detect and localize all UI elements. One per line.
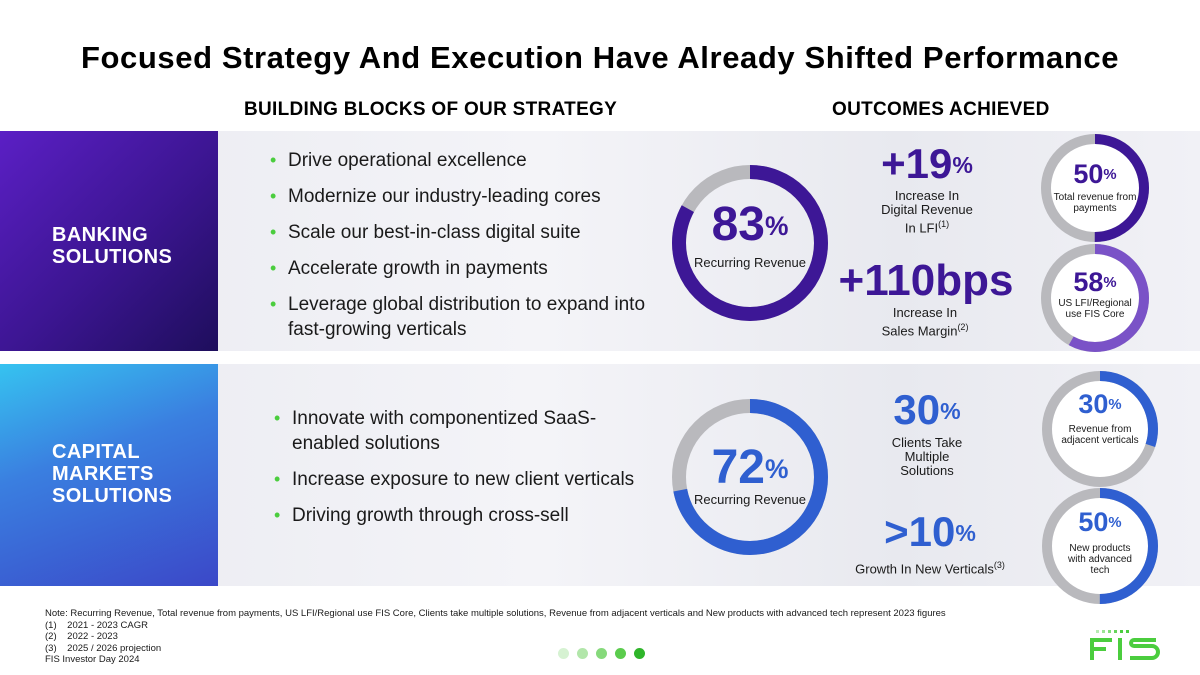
new-verticals-label: Growth In New Verticals(3) [855,560,1005,577]
capital-recurring-donut [672,399,828,555]
banking-side-panel [0,131,218,351]
ring-arc [1042,371,1158,487]
advanced-tech-ring [1042,488,1158,604]
adjacent-verticals-ring-label: Revenue from adjacent verticals [1061,424,1139,446]
list-item: Scale our best-in-class digital suite [268,220,648,245]
capital-markets-side-panel [0,364,218,586]
banking-donut-label: Recurring Revenue [693,255,806,270]
fis-logo-mark [1090,630,1160,660]
payments-revenue-ring [1041,134,1149,242]
capital-donut-value: 72% [711,441,789,494]
progress-dot [615,648,626,659]
note-line: FIS Investor Day 2024 [45,654,140,665]
note-line: Note: Recurring Revenue, Total revenue f… [45,608,946,619]
list-item: Leverage global distribution to expand i… [268,292,648,342]
adjacent-verticals-ring [1042,371,1158,487]
donut-arc [672,399,828,555]
new-verticals-metric: >10% [884,508,976,555]
ring-arc [1041,244,1149,352]
digital-revenue-label: Increase In Digital Revenue In LFI(1) [881,188,973,236]
strategy-column-header: BUILDING BLOCKS OF OUR STRATEGY [244,99,618,120]
progress-dot [577,648,588,659]
payments-ring-label: Total revenue from payments [1053,192,1137,214]
capital-markets-section-label: CAPITAL MARKETS SOLUTIONS [52,441,173,507]
note-line: (2) 2022 - 2023 [45,631,118,642]
multiple-solutions-metric: 30% [893,386,961,433]
note-line: (1) 2021 - 2023 CAGR [45,619,148,631]
capital-donut-label: Recurring Revenue [693,492,806,507]
advanced-tech-ring-value: 50% [1078,507,1122,537]
slide-progress-dots [558,648,658,660]
adjacent-verticals-ring-value: 30% [1078,389,1122,419]
progress-dot [558,648,569,659]
fis-logo [1090,628,1162,664]
note-line: (3) 2025 / 2026 projection [45,642,162,654]
advanced-tech-ring-label: New products with advanced tech [1068,543,1132,576]
ring-arc [1041,134,1149,242]
progress-dot [596,648,607,659]
footnotes: Note: Recurring Revenue, Total revenue f… [45,608,1055,666]
list-item: Driving growth through cross-sell [272,503,662,528]
progress-dot [634,648,645,659]
list-item: Modernize our industry-leading cores [268,184,648,209]
list-item: Increase exposure to new client vertical… [272,467,662,492]
sales-margin-label: Increase In Sales Margin(2) [881,305,969,339]
banking-bullet-list: Drive operational excellence Modernize o… [268,148,648,353]
ring-arc [1042,488,1158,604]
sales-margin-metric: +110bps [838,256,1014,305]
payments-ring-value: 50% [1073,159,1117,189]
list-item: Innovate with componentized SaaS-enabled… [272,406,632,456]
fis-core-ring [1041,244,1149,352]
page-title: Focused Strategy And Execution Have Alre… [80,40,1120,75]
list-item: Drive operational excellence [268,148,648,173]
digital-revenue-metric: +19% [881,140,973,187]
fis-core-ring-value: 58% [1073,267,1117,297]
outcomes-column-header: OUTCOMES ACHIEVED [832,99,1050,120]
multiple-solutions-label: Clients Take Multiple Solutions [891,435,963,478]
banking-section-label: BANKING SOLUTIONS [52,224,173,268]
capital-markets-bullet-list: Innovate with componentized SaaS-enabled… [272,406,662,539]
donut-arc [672,165,828,321]
list-item: Accelerate growth in payments [268,256,648,281]
fis-core-ring-label: US LFI/Regional use FIS Core [1058,298,1132,320]
banking-recurring-donut [672,165,828,321]
banking-donut-value: 83% [711,198,789,251]
